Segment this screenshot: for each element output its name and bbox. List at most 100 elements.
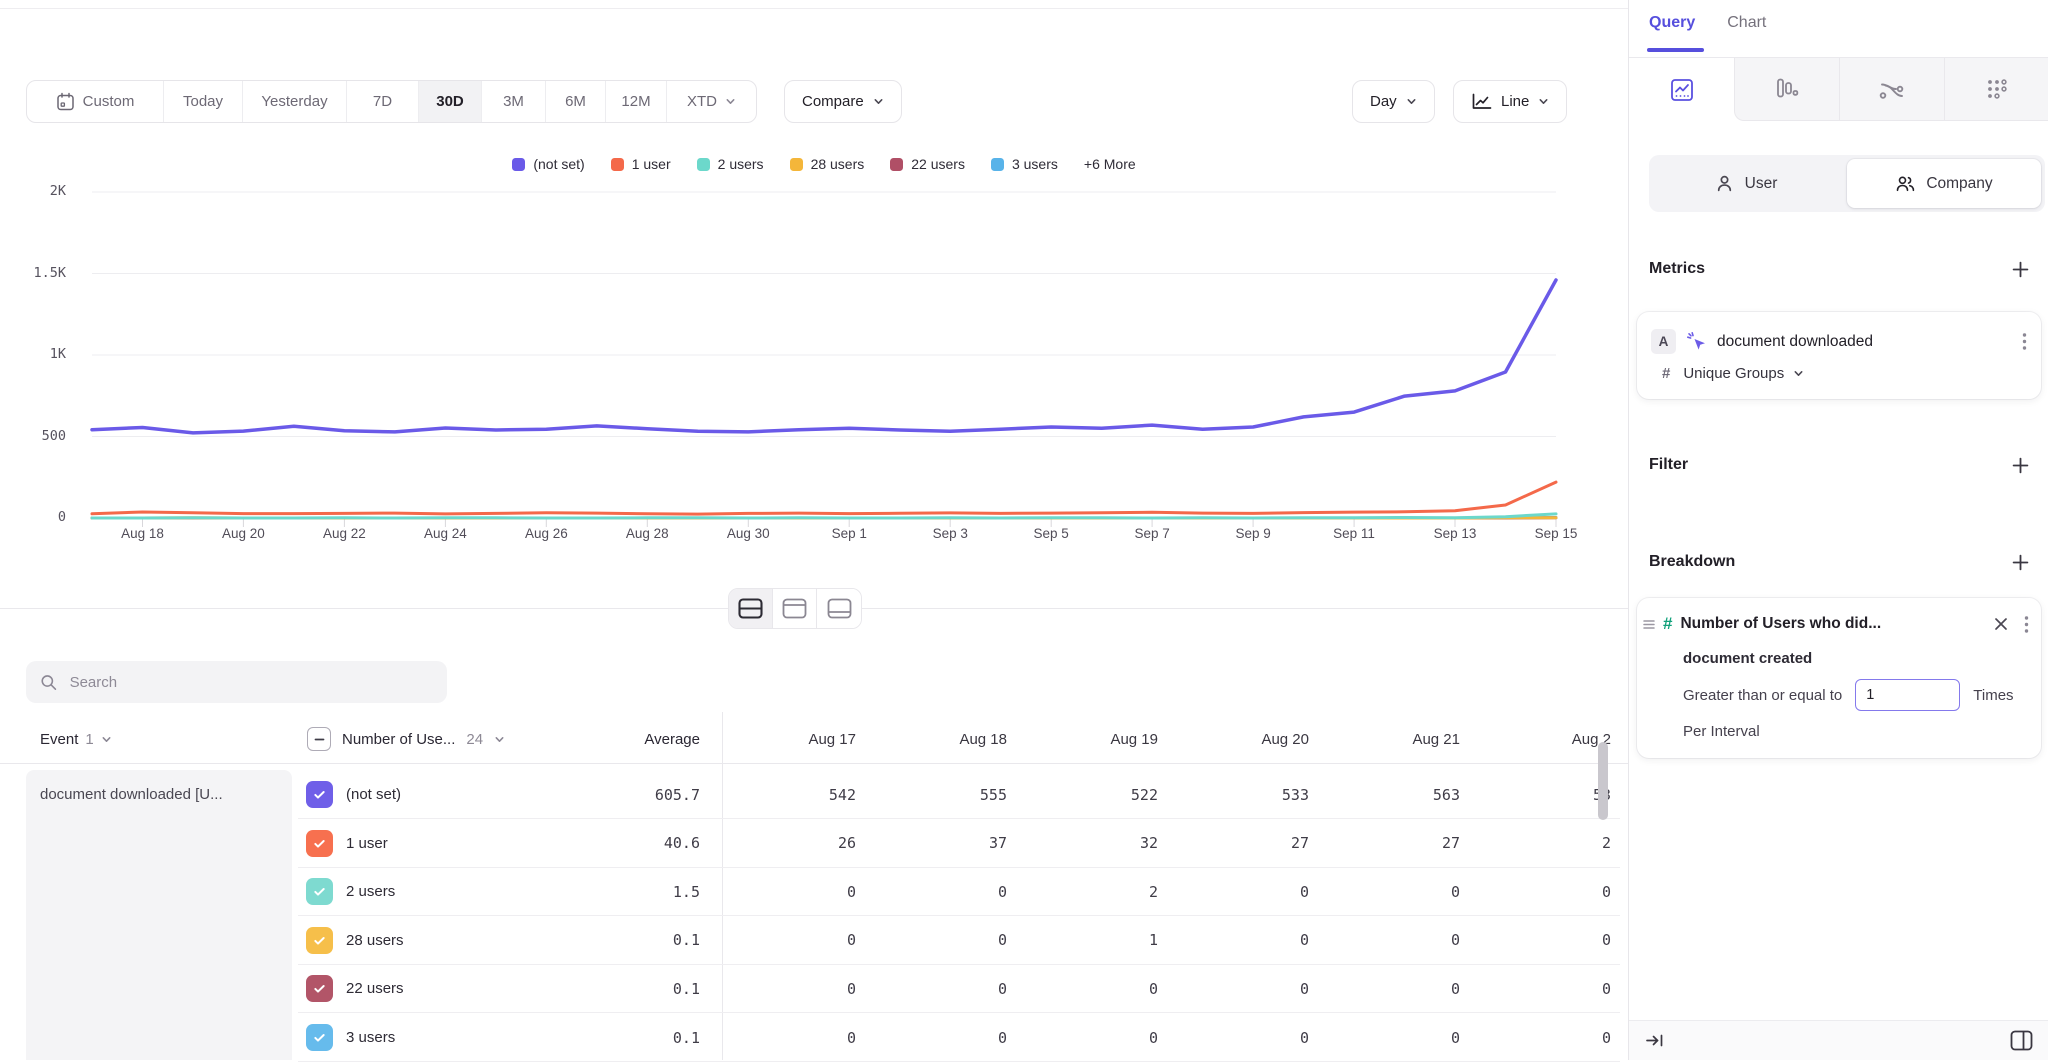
- chart-type-line-tab[interactable]: [1629, 58, 1734, 121]
- select-all-checkbox[interactable]: [307, 727, 331, 751]
- metric-card[interactable]: A document downloaded # Unique Groups: [1637, 312, 2041, 399]
- add-metric-button[interactable]: [2012, 261, 2029, 278]
- legend-swatch: [991, 158, 1004, 171]
- line-chart[interactable]: [92, 186, 1556, 520]
- kebab-menu-icon[interactable]: [2024, 615, 2029, 634]
- row-value: 53: [1471, 770, 1611, 819]
- layout-bottom-button[interactable]: [817, 589, 861, 628]
- company-toggle[interactable]: Company: [1847, 159, 2041, 208]
- chart-type-bar-tab[interactable]: [1734, 58, 1839, 121]
- row-checkbox[interactable]: [306, 878, 333, 905]
- date-column-header: Aug 20: [1169, 714, 1309, 764]
- breakdown-per-interval: Per Interval: [1637, 711, 2041, 758]
- row-label: 1 user: [346, 819, 388, 868]
- indeterminate-icon: [313, 733, 326, 746]
- row-value: 0: [1320, 916, 1460, 965]
- range-custom[interactable]: Custom: [27, 81, 164, 122]
- chevron-down-icon: [1406, 96, 1417, 107]
- query-panel: Query Chart: [1628, 0, 2048, 1060]
- series-column-label: Number of Use...: [342, 731, 455, 748]
- legend-item[interactable]: 28 users: [790, 156, 865, 172]
- kebab-menu-icon[interactable]: [2022, 332, 2027, 351]
- series-column-header[interactable]: Number of Use... 24: [307, 714, 505, 764]
- chevron-down-icon: [725, 96, 736, 107]
- range-label: Yesterday: [261, 93, 327, 110]
- chart-type-scatter-tab[interactable]: [1944, 58, 2048, 121]
- x-axis-label: Sep 7: [1107, 526, 1197, 541]
- event-list-item[interactable]: document downloaded [U...: [40, 786, 280, 803]
- table-scrollbar[interactable]: [1598, 742, 1608, 820]
- range-label: Custom: [83, 93, 135, 110]
- measure-selector[interactable]: # Unique Groups: [1637, 360, 2041, 399]
- chart-legend: (not set) 1 user 2 users 28 users 22 users 3 …: [92, 156, 1556, 172]
- event-column-header[interactable]: Event 1: [40, 714, 112, 764]
- chart-type-flow-tab[interactable]: [1839, 58, 1944, 121]
- average-column-header[interactable]: Average: [560, 714, 700, 764]
- legend-swatch: [697, 158, 710, 171]
- row-value: 27: [1320, 819, 1460, 868]
- row-checkbox[interactable]: [306, 781, 333, 808]
- range-xtd[interactable]: XTD: [667, 81, 756, 122]
- chart-type-dropdown[interactable]: Line: [1453, 80, 1567, 123]
- range-12m[interactable]: 12M: [606, 81, 667, 122]
- row-checkbox[interactable]: [306, 975, 333, 1002]
- row-checkbox[interactable]: [306, 830, 333, 857]
- add-breakdown-button[interactable]: [2012, 554, 2029, 571]
- range-today[interactable]: Today: [164, 81, 243, 122]
- row-value: 0: [1471, 1013, 1611, 1062]
- legend-item[interactable]: 3 users: [991, 156, 1058, 172]
- calendar-icon: [56, 92, 75, 111]
- table-row: 1 user40.626373227272: [298, 819, 1620, 868]
- side-panel-button[interactable]: [2010, 1030, 2033, 1051]
- legend-item[interactable]: (not set): [512, 156, 584, 172]
- collapse-panel-button[interactable]: [1645, 1031, 1664, 1050]
- close-icon[interactable]: [1994, 617, 2008, 631]
- event-list-panel[interactable]: document downloaded [U...: [26, 770, 292, 1060]
- legend-item[interactable]: 22 users: [890, 156, 965, 172]
- legend-more[interactable]: +6 More: [1084, 156, 1136, 172]
- row-value: 522: [1018, 770, 1158, 819]
- layout-split-button[interactable]: [729, 589, 773, 628]
- event-column-label: Event: [40, 731, 78, 748]
- range-30d[interactable]: 30D: [419, 81, 482, 122]
- tab-chart[interactable]: Chart: [1727, 14, 1766, 44]
- chevron-down-icon: [1538, 96, 1549, 107]
- legend-swatch: [890, 158, 903, 171]
- times-value-input[interactable]: [1855, 679, 1960, 711]
- row-label: (not set): [346, 770, 401, 819]
- chart-type-label: Line: [1501, 93, 1529, 110]
- company-toggle-label: Company: [1926, 175, 1992, 193]
- plus-icon: [2012, 261, 2029, 278]
- x-axis-label: Sep 1: [804, 526, 894, 541]
- search-box: [26, 661, 447, 703]
- row-checkbox[interactable]: [306, 927, 333, 954]
- row-checkbox[interactable]: [306, 1024, 333, 1051]
- range-yesterday[interactable]: Yesterday: [243, 81, 347, 122]
- layout-top-button[interactable]: [773, 589, 817, 628]
- legend-swatch: [512, 158, 525, 171]
- filter-heading: Filter: [1649, 456, 1688, 474]
- table-row: 3 users0.1000000: [298, 1013, 1620, 1062]
- tab-query[interactable]: Query: [1649, 14, 1695, 44]
- breakdown-heading: Breakdown: [1649, 553, 1735, 571]
- breakdown-card[interactable]: # Number of Users who did... document cr…: [1637, 598, 2041, 758]
- add-filter-button[interactable]: [2012, 457, 2029, 474]
- range-6m[interactable]: 6M: [546, 81, 606, 122]
- event-cursor-icon: [1686, 331, 1707, 352]
- row-value: 0: [867, 916, 1007, 965]
- plus-icon: [2012, 457, 2029, 474]
- bottom-view-icon: [827, 598, 852, 619]
- search-input[interactable]: [70, 674, 433, 691]
- x-axis-label: Aug 26: [501, 526, 591, 541]
- range-3m[interactable]: 3M: [482, 81, 546, 122]
- legend-item[interactable]: 2 users: [697, 156, 764, 172]
- compare-button[interactable]: Compare: [784, 80, 902, 123]
- user-toggle[interactable]: User: [1649, 155, 1843, 212]
- measure-label: Unique Groups: [1683, 365, 1784, 382]
- range-7d[interactable]: 7D: [347, 81, 419, 122]
- drag-handle-icon[interactable]: [1643, 619, 1655, 630]
- interval-dropdown[interactable]: Day: [1352, 80, 1435, 123]
- legend-item[interactable]: 1 user: [611, 156, 671, 172]
- row-average: 0.1: [560, 1013, 700, 1062]
- legend-label: 3 users: [1012, 156, 1058, 172]
